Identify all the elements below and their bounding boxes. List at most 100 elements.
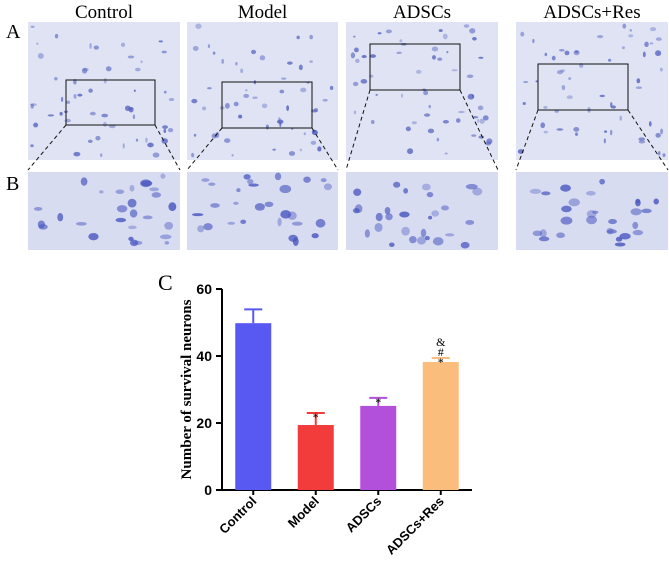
panel-label: B bbox=[6, 173, 19, 195]
cell bbox=[377, 32, 382, 35]
cell bbox=[458, 110, 465, 114]
cell bbox=[280, 210, 292, 219]
x-tick-label: Model bbox=[285, 494, 322, 531]
cell bbox=[424, 113, 431, 117]
cell bbox=[225, 102, 230, 109]
cell bbox=[151, 192, 162, 198]
cell bbox=[202, 106, 207, 111]
cell bbox=[115, 189, 125, 194]
cell bbox=[329, 85, 334, 91]
cell bbox=[122, 143, 125, 149]
cell bbox=[279, 89, 285, 94]
cell bbox=[38, 224, 48, 230]
cell bbox=[543, 106, 548, 109]
cell bbox=[160, 173, 166, 179]
cell bbox=[535, 80, 538, 83]
cell bbox=[163, 90, 167, 94]
cell bbox=[355, 58, 360, 63]
cell bbox=[80, 177, 88, 186]
cell bbox=[407, 148, 414, 155]
cell bbox=[54, 33, 59, 39]
cell bbox=[195, 23, 202, 29]
significance-mark: & bbox=[436, 335, 446, 349]
cell bbox=[393, 181, 401, 188]
cell bbox=[586, 215, 597, 225]
cell bbox=[415, 69, 422, 74]
cell bbox=[585, 190, 596, 196]
y-tick-label: 0 bbox=[204, 482, 212, 498]
cell bbox=[75, 221, 87, 226]
cell bbox=[152, 152, 160, 158]
cell bbox=[638, 137, 646, 141]
cell bbox=[471, 134, 477, 137]
cell bbox=[463, 24, 470, 28]
cell bbox=[431, 210, 440, 217]
cell bbox=[396, 51, 402, 55]
cell bbox=[251, 49, 257, 55]
cell bbox=[254, 203, 265, 211]
cell bbox=[560, 184, 571, 192]
cell bbox=[140, 180, 153, 187]
cell bbox=[57, 213, 64, 222]
cell bbox=[575, 132, 579, 136]
cell bbox=[208, 182, 216, 186]
cell bbox=[405, 126, 411, 132]
cell bbox=[558, 48, 565, 52]
cell bbox=[60, 96, 64, 102]
cell bbox=[133, 89, 136, 92]
zoom-box bbox=[369, 43, 461, 91]
zoom-box bbox=[537, 63, 629, 111]
cell bbox=[621, 46, 625, 50]
x-tick-label: Control bbox=[216, 494, 259, 537]
cell bbox=[233, 201, 239, 205]
cell bbox=[243, 93, 250, 99]
cell bbox=[30, 25, 35, 28]
cell bbox=[479, 118, 485, 124]
cell bbox=[607, 58, 612, 62]
cell bbox=[77, 93, 83, 97]
cell bbox=[81, 67, 88, 74]
cell bbox=[466, 74, 474, 79]
cell bbox=[210, 203, 220, 208]
cell bbox=[573, 127, 580, 132]
cell bbox=[561, 85, 566, 91]
cell bbox=[648, 121, 652, 127]
cell bbox=[164, 241, 170, 245]
cell bbox=[164, 221, 174, 230]
cell bbox=[233, 101, 239, 107]
cell bbox=[568, 77, 572, 80]
cell bbox=[191, 213, 204, 217]
cell bbox=[33, 206, 43, 211]
cell bbox=[191, 152, 195, 158]
cell bbox=[629, 28, 633, 32]
cell bbox=[438, 29, 443, 32]
cell bbox=[403, 188, 409, 194]
cell bbox=[59, 111, 63, 116]
cell bbox=[236, 188, 241, 193]
cell bbox=[554, 109, 559, 113]
cell bbox=[103, 121, 107, 127]
cell bbox=[446, 51, 449, 54]
cell bbox=[566, 95, 573, 100]
cell bbox=[609, 129, 613, 136]
cell bbox=[129, 209, 138, 218]
cell bbox=[655, 132, 661, 138]
cell bbox=[162, 125, 168, 129]
bar bbox=[422, 362, 459, 490]
cell bbox=[532, 230, 543, 237]
cell bbox=[309, 60, 313, 63]
micrograph bbox=[187, 22, 338, 160]
cell bbox=[455, 118, 461, 123]
cell bbox=[149, 187, 160, 192]
cell bbox=[158, 40, 163, 43]
cell bbox=[320, 178, 327, 183]
cell bbox=[442, 33, 448, 40]
cell bbox=[247, 178, 254, 185]
cell bbox=[238, 114, 243, 119]
cell bbox=[310, 140, 317, 145]
cell bbox=[659, 67, 663, 72]
cell bbox=[622, 23, 627, 29]
cell bbox=[73, 151, 81, 157]
cell bbox=[167, 127, 174, 133]
cell bbox=[361, 54, 367, 59]
